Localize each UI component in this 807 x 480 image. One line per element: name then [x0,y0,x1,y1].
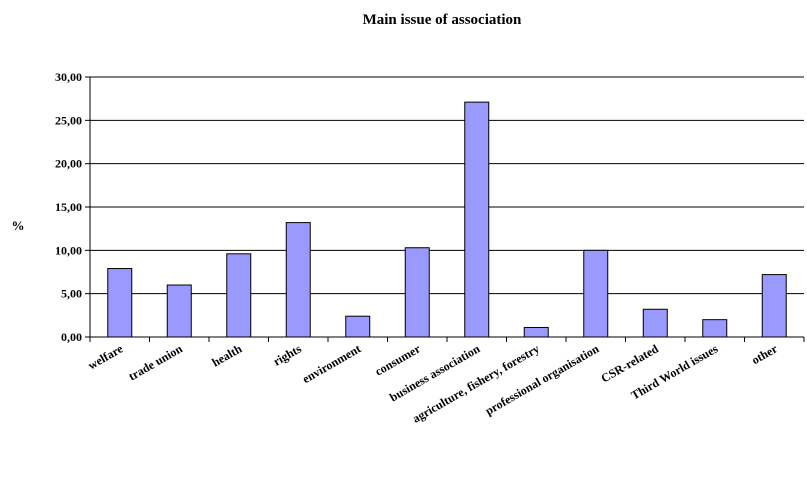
y-tick-label: 10,00 [55,243,82,257]
bar [404,247,430,338]
x-tick-label: consumer [372,341,423,378]
y-tick-label: 20,00 [55,157,82,171]
x-tick-label: other [749,341,780,367]
y-tick-label: 5,00 [61,287,82,301]
x-tick-label: health [210,341,245,369]
bar [107,268,133,338]
bar [166,284,192,338]
x-tick-label: professional organisation [483,341,602,418]
axes [89,77,805,342]
y-axis-ticks: 0,00 5,00 10,00 15,00 20,00 25,00 30,00 [55,70,90,344]
x-tick-label: welfare [86,341,126,372]
bar [523,326,549,338]
y-tick-label: 0,00 [61,330,82,344]
bar [642,308,668,338]
x-tick-label: environment [300,341,363,386]
y-tick-label: 30,00 [55,70,82,84]
chart-title: Main issue of association [363,12,522,28]
x-axis-labels: welfare trade union health rightsenvironmen… [86,341,781,426]
bar [345,315,371,338]
bar [761,274,787,338]
bars [107,101,787,338]
gridlines [90,76,804,295]
y-tick-label: 25,00 [55,113,82,127]
y-axis-label: % [12,218,25,233]
y-tick-label: 15,00 [55,200,82,214]
bar [285,222,311,338]
bar [702,319,728,338]
bar [464,101,490,338]
bar [226,253,252,338]
bar [583,249,609,338]
x-tick-label: rights [271,341,304,368]
x-tick-label: trade union [126,341,185,383]
